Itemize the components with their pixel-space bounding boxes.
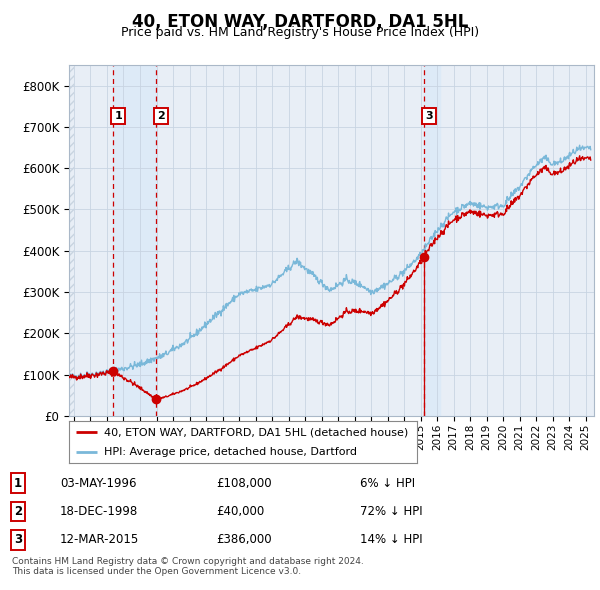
Text: 6% ↓ HPI: 6% ↓ HPI (360, 477, 415, 490)
Text: HPI: Average price, detached house, Dartford: HPI: Average price, detached house, Dart… (104, 447, 357, 457)
Text: 14% ↓ HPI: 14% ↓ HPI (360, 533, 422, 546)
Text: 1: 1 (14, 477, 22, 490)
Text: 03-MAY-1996: 03-MAY-1996 (60, 477, 137, 490)
Text: 1: 1 (115, 111, 122, 121)
Text: Price paid vs. HM Land Registry's House Price Index (HPI): Price paid vs. HM Land Registry's House … (121, 26, 479, 39)
Bar (424, 65, 440, 416)
Text: £386,000: £386,000 (216, 533, 272, 546)
Text: £40,000: £40,000 (216, 505, 264, 518)
Text: 40, ETON WAY, DARTFORD, DA1 5HL: 40, ETON WAY, DARTFORD, DA1 5HL (132, 13, 468, 31)
Text: 2: 2 (14, 505, 22, 518)
Bar (69, 65, 74, 416)
Text: 72% ↓ HPI: 72% ↓ HPI (360, 505, 422, 518)
Text: 3: 3 (14, 533, 22, 546)
Text: 12-MAR-2015: 12-MAR-2015 (60, 533, 139, 546)
Bar (69, 65, 74, 416)
Bar (113, 65, 156, 416)
Text: 2: 2 (157, 111, 165, 121)
Text: 3: 3 (425, 111, 433, 121)
Text: 40, ETON WAY, DARTFORD, DA1 5HL (detached house): 40, ETON WAY, DARTFORD, DA1 5HL (detache… (104, 427, 408, 437)
Text: Contains HM Land Registry data © Crown copyright and database right 2024.
This d: Contains HM Land Registry data © Crown c… (12, 557, 364, 576)
Text: 18-DEC-1998: 18-DEC-1998 (60, 505, 138, 518)
Text: £108,000: £108,000 (216, 477, 272, 490)
